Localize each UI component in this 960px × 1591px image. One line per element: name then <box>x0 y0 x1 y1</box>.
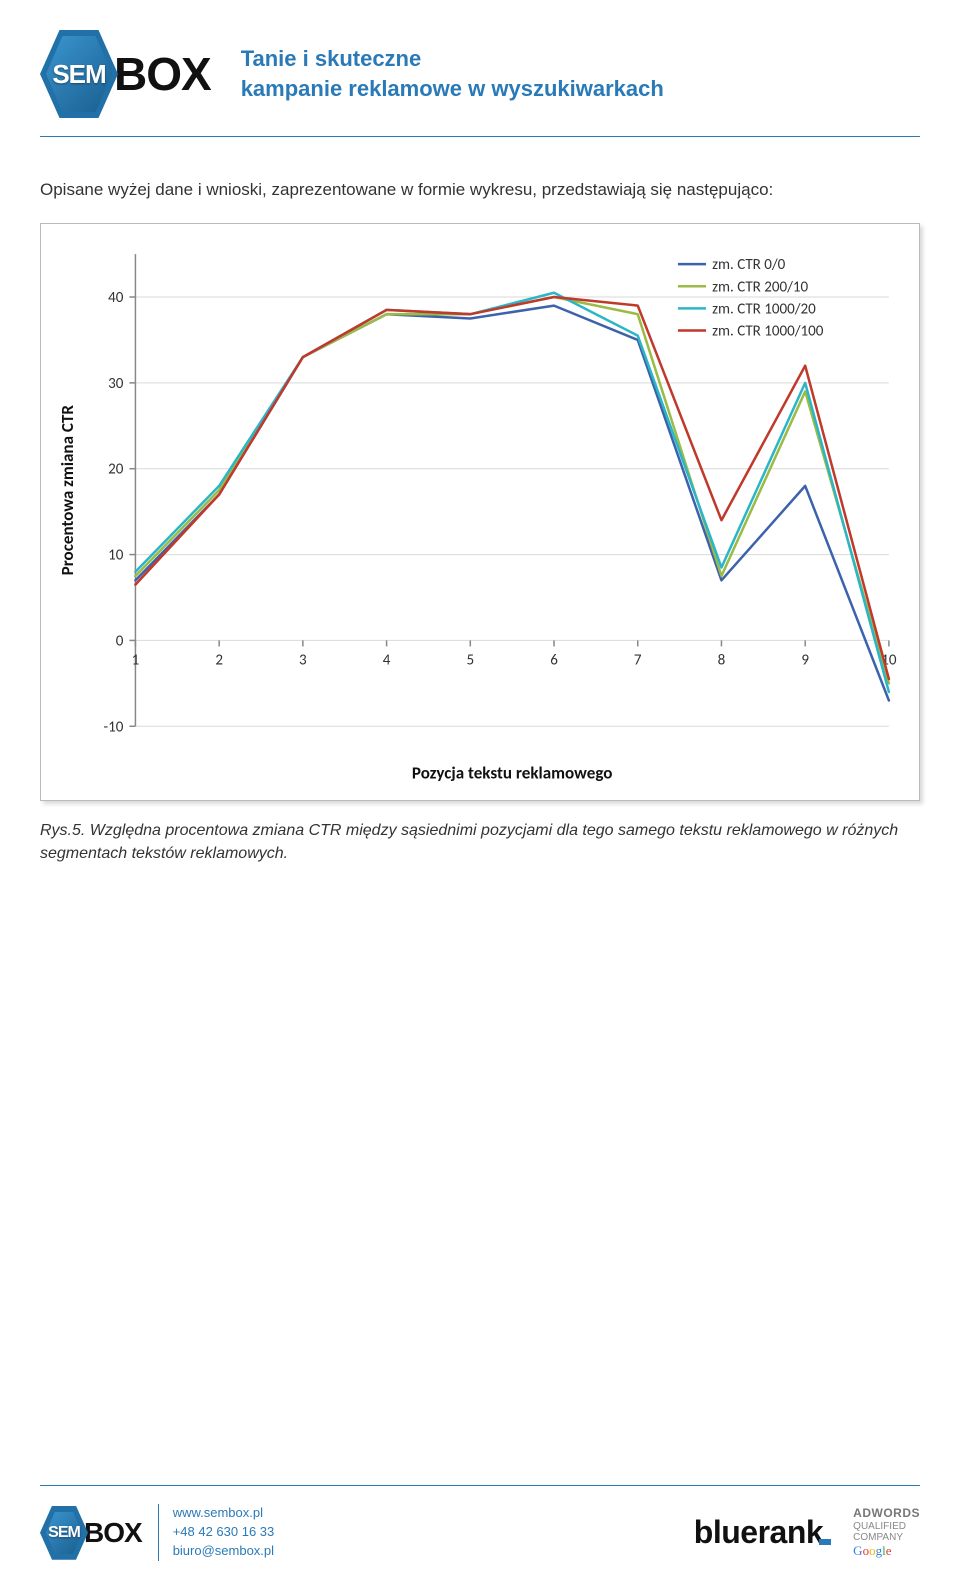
adwords-line-1: ADWORDS <box>853 1507 920 1521</box>
footer-logo-hex-icon: SEM <box>40 1506 88 1560</box>
intro-paragraph: Opisane wyżej dane i wnioski, zaprezento… <box>40 177 920 203</box>
svg-text:zm. CTR 1000/100: zm. CTR 1000/100 <box>712 322 824 340</box>
footer-logo-sem-text: SEM <box>48 1524 80 1542</box>
svg-text:20: 20 <box>108 460 124 478</box>
svg-text:9: 9 <box>801 651 809 669</box>
svg-text:5: 5 <box>466 651 474 669</box>
page-footer: SEM BOX www.sembox.pl +48 42 630 16 33 b… <box>40 1485 920 1561</box>
footer-left: SEM BOX www.sembox.pl +48 42 630 16 33 b… <box>40 1504 274 1561</box>
svg-text:-10: -10 <box>104 718 124 736</box>
page-header: SEM BOX Tanie i skuteczne kampanie rekla… <box>40 30 920 137</box>
svg-text:zm. CTR 0/0: zm. CTR 0/0 <box>712 256 786 274</box>
logo-hex-icon: SEM <box>40 30 118 118</box>
footer-logo-box-text: BOX <box>84 1517 142 1549</box>
google-logo-icon: Google <box>853 1544 920 1559</box>
adwords-line-2: QUALIFIED <box>853 1521 920 1533</box>
footer-website: www.sembox.pl <box>173 1504 275 1523</box>
logo-box-text: BOX <box>114 47 211 101</box>
footer-contact: www.sembox.pl +48 42 630 16 33 biuro@sem… <box>158 1504 275 1561</box>
svg-text:4: 4 <box>383 651 391 669</box>
bluerank-logo: bluerank <box>694 1514 823 1551</box>
footer-email: biuro@sembox.pl <box>173 1542 275 1561</box>
ctr-chart-container: -1001020304012345678910Pozycja tekstu re… <box>40 223 920 802</box>
footer-sembox-logo: SEM BOX <box>40 1506 142 1560</box>
svg-text:Procentowa zmiana CTR: Procentowa zmiana CTR <box>57 404 78 575</box>
sembox-logo: SEM BOX <box>40 30 211 118</box>
tagline-line-1: Tanie i skuteczne <box>241 44 664 74</box>
svg-text:2: 2 <box>215 651 223 669</box>
footer-phone: +48 42 630 16 33 <box>173 1523 275 1542</box>
svg-text:40: 40 <box>108 289 124 307</box>
tagline-line-2: kampanie reklamowe w wyszukiwarkach <box>241 74 664 104</box>
svg-text:Pozycja tekstu reklamowego: Pozycja tekstu reklamowego <box>412 762 613 783</box>
adwords-badge: ADWORDS QUALIFIED COMPANY Google <box>853 1507 920 1559</box>
svg-text:3: 3 <box>299 651 307 669</box>
svg-text:1: 1 <box>132 651 140 669</box>
header-tagline: Tanie i skuteczne kampanie reklamowe w w… <box>241 44 664 103</box>
logo-sem-text: SEM <box>52 59 105 90</box>
svg-text:30: 30 <box>108 374 124 392</box>
ctr-line-chart: -1001020304012345678910Pozycja tekstu re… <box>45 234 909 797</box>
footer-right: bluerank ADWORDS QUALIFIED COMPANY Googl… <box>694 1507 920 1559</box>
svg-text:8: 8 <box>718 651 726 669</box>
svg-text:zm. CTR 200/10: zm. CTR 200/10 <box>712 278 808 296</box>
svg-text:zm. CTR 1000/20: zm. CTR 1000/20 <box>712 300 816 318</box>
figure-caption: Rys.5. Względna procentowa zmiana CTR mi… <box>40 819 920 865</box>
svg-text:6: 6 <box>550 651 558 669</box>
svg-text:10: 10 <box>108 546 124 564</box>
svg-text:7: 7 <box>634 651 642 669</box>
svg-text:0: 0 <box>116 632 124 650</box>
